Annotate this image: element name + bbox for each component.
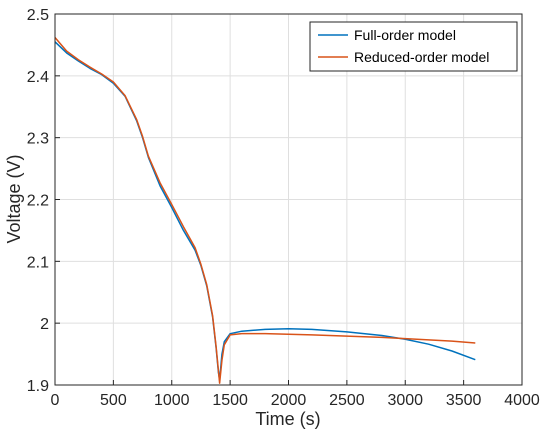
y-tick-label: 2.5 (27, 7, 49, 24)
y-tick-label: 2.3 (27, 131, 49, 148)
x-tick-label: 0 (51, 392, 60, 409)
x-tick-label: 2000 (271, 392, 307, 409)
grid (55, 14, 522, 385)
x-tick-label: 1500 (212, 392, 248, 409)
x-axis-label: Time (s) (255, 409, 320, 429)
legend: Full-order model Reduced-order model (309, 21, 518, 72)
y-axis-label: Voltage (V) (4, 154, 24, 243)
series-group (54, 37, 476, 384)
ticks (54, 13, 523, 386)
legend-box (309, 21, 518, 72)
y-tick-label: 2.2 (27, 193, 49, 210)
series-line-reduced-order (54, 37, 476, 384)
x-tick-label: 4000 (504, 392, 540, 409)
legend-entry-full-order: Full-order model (354, 27, 456, 43)
x-tick-label: 2500 (329, 392, 365, 409)
y-tick-label: 2 (40, 316, 49, 333)
legend-entry-reduced-order: Reduced-order model (354, 49, 489, 65)
tick-labels: 0 500 1000 1500 2000 2500 3000 3500 4000 1.9 2 2.1 2… (27, 7, 540, 409)
x-tick-label: 3500 (446, 392, 482, 409)
y-tick-label: 2.4 (27, 69, 49, 86)
y-tick-label: 1.9 (27, 378, 49, 395)
y-tick-label: 2.1 (27, 254, 49, 271)
x-tick-label: 1000 (154, 392, 190, 409)
x-tick-label: 500 (100, 392, 127, 409)
x-tick-label: 3000 (387, 392, 423, 409)
